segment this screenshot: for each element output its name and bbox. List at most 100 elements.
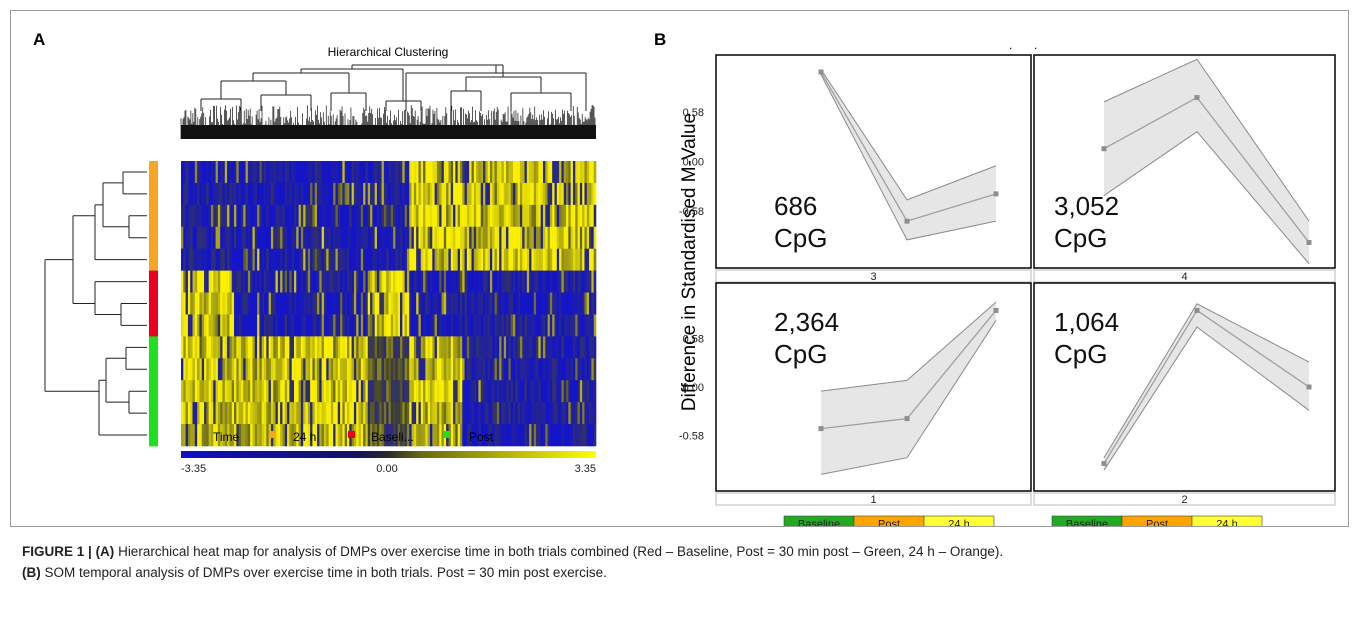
heatmap-cell: [326, 248, 329, 271]
heatmap-cell: [501, 204, 505, 228]
heatmap-cell: [409, 204, 412, 228]
heatmap-cell: [522, 248, 525, 271]
heatmap-cell: [591, 292, 594, 315]
heatmap-cell: [572, 204, 576, 228]
heatmap-cell: [213, 314, 216, 337]
heatmap-cell: [330, 402, 334, 425]
heatmap-cell: [476, 358, 479, 381]
heatmap-cell: [538, 380, 541, 403]
heatmap-cell: [526, 182, 530, 206]
heatmap-cell: [577, 161, 581, 184]
heatmap-cell: [425, 292, 428, 315]
heatmap-cell: [420, 161, 424, 184]
heatmap-cell: [517, 424, 521, 447]
heatmap-cell: [390, 226, 394, 249]
heatmap-cell: [217, 358, 221, 381]
heatmap-cell: [466, 380, 470, 403]
heatmap-cell: [236, 358, 239, 381]
heatmap-cell: [298, 314, 302, 337]
heatmap-cell: [566, 314, 569, 337]
heatmap-cell: [416, 270, 419, 293]
heatmap-cell: [261, 358, 265, 381]
heatmap-cell: [522, 336, 525, 359]
heatmap-cell: [376, 424, 380, 447]
heatmap-cell: [471, 182, 475, 206]
heatmap-cell: [418, 358, 422, 381]
heatmap-cell: [591, 358, 594, 381]
heatmap-cell: [459, 402, 463, 425]
heatmap-cell: [224, 380, 228, 403]
heatmap-cell: [529, 402, 532, 425]
heatmap-cell: [190, 182, 193, 206]
heatmap-cell: [542, 336, 546, 359]
heatmap-cell: [584, 248, 588, 271]
row-group-cell: [149, 314, 158, 337]
heatmap-cell: [538, 424, 541, 447]
heatmap-cell: [513, 248, 516, 271]
heatmap-cell: [531, 402, 535, 425]
heatmap-cell: [238, 292, 242, 315]
heatmap-cell: [236, 314, 239, 337]
heatmap-cell: [328, 336, 332, 359]
heatmap-cell: [526, 226, 530, 249]
som-upper-line-1: [820, 301, 997, 392]
heatmap-cell: [436, 270, 440, 293]
heatmap-cell: [552, 270, 555, 293]
heatmap-cell: [510, 336, 514, 359]
heatmap-cell: [252, 204, 256, 228]
heatmap-cell: [390, 358, 394, 381]
heatmap-cell: [473, 358, 477, 381]
heatmap-cell: [280, 402, 283, 425]
heatmap-cell: [411, 161, 415, 184]
heatmap-cell: [284, 182, 288, 206]
heatmap-cell: [365, 402, 369, 425]
heatmap-cell: [204, 226, 207, 249]
heatmap-cell: [319, 226, 322, 249]
heatmap-cell: [321, 292, 325, 315]
heatmap-cell: [402, 226, 405, 249]
heatmap-cell: [270, 248, 274, 271]
heatmap-cell: [529, 204, 532, 228]
heatmap-cell: [215, 226, 219, 249]
heatmap-cell: [584, 424, 588, 447]
heatmap-cell: [478, 358, 482, 381]
heatmap-cell: [273, 270, 276, 293]
heatmap-cell: [264, 402, 267, 425]
heatmap-cell: [293, 204, 297, 228]
heatmap-cell: [194, 336, 198, 359]
heatmap-cell: [547, 226, 551, 249]
heatmap-cell: [204, 292, 207, 315]
heatmap-cell: [347, 248, 350, 271]
heatmap-cell: [183, 314, 186, 337]
heatmap-cell: [526, 424, 530, 447]
heatmap-cell: [370, 204, 373, 228]
heatmap-cell: [321, 358, 325, 381]
heatmap-cell: [570, 402, 574, 425]
heatmap-cell: [275, 380, 279, 403]
heatmap-cell: [427, 270, 431, 293]
heatmap-cell: [220, 204, 223, 228]
heatmap-cell: [531, 204, 535, 228]
heatmap-cell: [450, 358, 454, 381]
heatmap-cell: [508, 161, 511, 184]
heatmap-cell: [250, 226, 253, 249]
heatmap-cell: [275, 248, 279, 271]
heatmap-cell: [459, 248, 463, 271]
heatmap-cell: [443, 248, 447, 271]
heatmap-cell: [469, 248, 472, 271]
heatmap-cell: [238, 161, 242, 184]
heatmap-cell: [492, 424, 495, 447]
heatmap-cell: [243, 161, 246, 184]
heatmap-cell: [379, 270, 382, 293]
heatmap-cell: [319, 424, 322, 447]
heatmap-cell: [353, 270, 357, 293]
heatmap-cell: [508, 402, 511, 425]
heatmap-cell: [199, 248, 203, 271]
heatmap-cell: [342, 161, 345, 184]
heatmap-cell: [542, 161, 546, 184]
som-lower-line-3: [820, 74, 997, 241]
heatmap-cell: [379, 314, 382, 337]
heatmap-cell: [395, 336, 399, 359]
heatmap-cell: [427, 204, 431, 228]
heatmap-cell: [340, 380, 343, 403]
